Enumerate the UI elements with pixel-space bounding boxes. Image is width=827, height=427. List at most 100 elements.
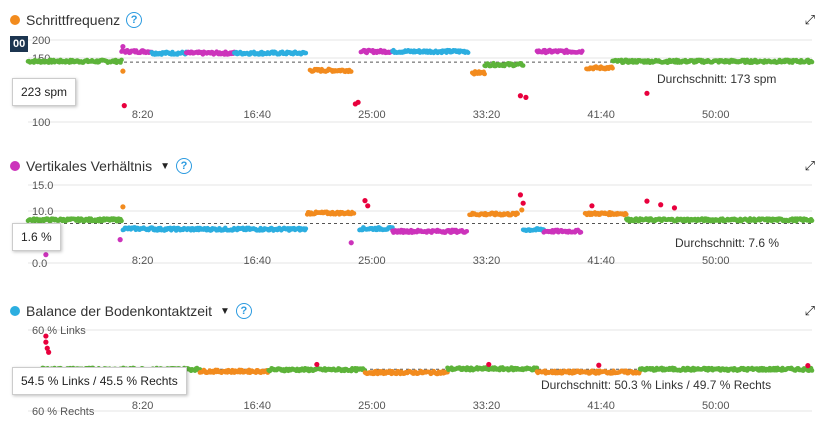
vertical-ratio-chart[interactable]: 15.0 10.0 0.0 8:20 16:40 25:00 33:20 41:40 50:00 — [0, 150, 827, 290]
expand-icon[interactable]: ⤢ — [804, 303, 815, 318]
vertical-ratio-title-row: Vertikales Verhältnis ▼ ? — [10, 158, 192, 174]
data-series-segment — [582, 209, 629, 218]
data-series-segment — [624, 216, 815, 224]
data-series-segment — [445, 365, 540, 373]
data-point — [578, 229, 584, 235]
data-series-segment — [541, 227, 584, 235]
data-point — [482, 71, 487, 77]
data-point — [809, 218, 815, 223]
data-series-segment — [637, 365, 815, 373]
data-point — [809, 368, 815, 373]
x-tick-label: 8:20 — [132, 400, 153, 412]
help-icon[interactable]: ? — [175, 158, 192, 174]
vertical-ratio-panel: Vertikales Verhältnis ▼ ? ⤢ 15.0 10.0 0.0 8… — [0, 150, 827, 290]
data-point — [303, 50, 309, 56]
outlier-point — [121, 103, 127, 109]
cadence-tooltip: 223 spm — [12, 78, 77, 106]
data-series-segment — [390, 227, 470, 235]
cadence-title: Schrittfrequenz — [26, 12, 121, 28]
outlier-point — [46, 349, 52, 355]
outlier-point — [589, 203, 595, 209]
data-series-segment — [610, 57, 815, 66]
cadence-legend-dot — [10, 15, 20, 25]
data-series-segment — [390, 47, 471, 56]
data-point — [624, 212, 629, 217]
cadence-panel: Schrittfrequenz ? ⤢ 200 150 100 8:20 16:40 25… — [0, 0, 827, 140]
gct-balance-title-row: Balance der Bodenkontaktzeit ▼ ? — [10, 303, 252, 319]
data-point — [534, 365, 540, 371]
x-tick-label: 8:20 — [132, 109, 153, 121]
outlier-point — [355, 99, 361, 105]
data-point — [610, 65, 615, 71]
outlier-point — [519, 207, 525, 213]
cadence-title-row: Schrittfrequenz ? — [10, 12, 143, 28]
data-point — [809, 59, 815, 65]
data-point — [580, 48, 585, 54]
data-series-segment — [307, 66, 354, 75]
outlier-point — [348, 240, 354, 246]
gct-balance-panel: Balance der Bodenkontaktzeit ▼ ? ⤢ 60 % … — [0, 295, 827, 427]
x-tick-label: 16:40 — [243, 109, 271, 121]
data-point — [515, 211, 520, 217]
data-series-segment — [534, 47, 585, 56]
data-point — [464, 228, 470, 234]
outlier-point — [644, 90, 650, 96]
data-series-segment — [357, 225, 395, 233]
cadence-badge: 00 — [10, 36, 29, 52]
data-series-segment — [584, 64, 615, 72]
data-series-segment — [304, 209, 357, 217]
outlier-point — [520, 200, 526, 206]
y-tick-label: 10.0 — [32, 206, 53, 218]
data-series-segment — [467, 210, 520, 218]
expand-icon[interactable]: ⤢ — [804, 158, 815, 173]
outlier-point — [43, 333, 49, 339]
data-series-segment — [197, 367, 272, 376]
data-series-segment — [152, 225, 309, 233]
outlier-point — [644, 198, 650, 204]
x-tick-label: 33:20 — [473, 255, 501, 267]
x-tick-label: 25:00 — [358, 109, 386, 121]
data-series-segment — [25, 57, 124, 66]
cadence-average-label: Durchschnitt: 173 spm — [654, 71, 780, 87]
outlier-point — [517, 192, 524, 198]
outlier-point — [671, 205, 678, 211]
vertical-ratio-tooltip: 1.6 % — [12, 223, 61, 251]
gct-balance-title: Balance der Bodenkontaktzeit — [26, 303, 213, 319]
outlier-point — [523, 94, 529, 100]
vertical-ratio-title: Vertikales Verhältnis — [26, 158, 153, 174]
data-series-segment — [149, 49, 189, 57]
outlier-point — [314, 361, 320, 368]
data-series-segment — [469, 69, 487, 77]
x-tick-label: 41:40 — [587, 255, 615, 267]
x-tick-label: 16:40 — [243, 255, 271, 267]
help-icon[interactable]: ? — [126, 12, 143, 28]
dropdown-caret-icon[interactable]: ▼ — [220, 305, 230, 317]
data-series-segment — [520, 226, 547, 234]
data-series-segment — [183, 49, 237, 57]
y-tick-label: 200 — [32, 35, 50, 47]
outlier-point — [517, 93, 524, 99]
gct-balance-tooltip: 54.5 % Links / 45.5 % Rechts — [12, 367, 187, 395]
expand-icon[interactable]: ⤢ — [804, 12, 815, 27]
data-point — [119, 57, 124, 63]
outlier-point — [43, 252, 49, 258]
gct-balance-chart[interactable]: 60 % Links 60 % Rechts 8:20 16:40 25:00 33:20… — [0, 295, 827, 427]
x-tick-label: 41:40 — [587, 400, 615, 412]
dropdown-caret-icon[interactable]: ▼ — [160, 160, 170, 172]
x-tick-label: 50:00 — [702, 109, 730, 121]
help-icon[interactable]: ? — [235, 303, 252, 319]
data-series-segment — [120, 225, 157, 233]
x-tick-label: 25:00 — [358, 255, 386, 267]
data-point — [348, 69, 354, 74]
x-tick-label: 8:20 — [132, 255, 153, 267]
y-tick-label: 100 — [32, 117, 50, 129]
outlier-point — [43, 339, 49, 345]
outlier-point — [596, 362, 602, 368]
data-series-segment — [482, 60, 526, 69]
x-tick-label: 16:40 — [243, 400, 271, 412]
vertical-ratio-legend-dot — [10, 161, 20, 171]
outlier-point — [120, 68, 126, 74]
outlier-point — [120, 43, 126, 50]
data-series-segment — [358, 47, 395, 56]
